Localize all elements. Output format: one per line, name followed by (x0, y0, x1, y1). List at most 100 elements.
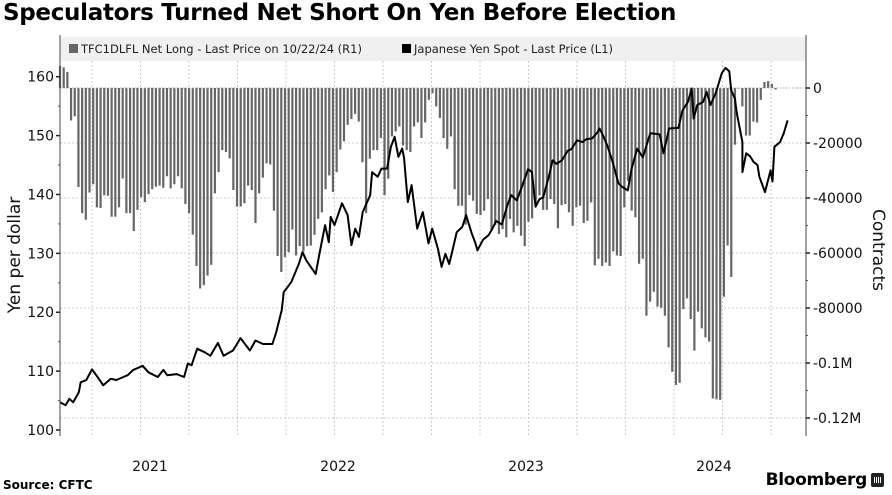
net-long-bar (619, 88, 622, 257)
net-long-bar (176, 88, 180, 177)
net-long-bar (243, 88, 246, 204)
net-long-bar (501, 88, 504, 230)
net-long-bar (637, 88, 641, 264)
net-long-bar (125, 88, 128, 214)
net-long-bar (512, 88, 515, 233)
legend-background (61, 37, 806, 61)
net-long-bar (202, 88, 205, 286)
net-long-bar (88, 88, 91, 193)
net-long-bar (704, 88, 707, 338)
net-long-bar (427, 88, 430, 100)
net-long-bar (158, 88, 161, 186)
net-long-bar (763, 81, 766, 88)
net-long-bar (626, 88, 630, 181)
x-axis-tick-label: 2022 (320, 459, 356, 475)
net-long-bar (708, 88, 711, 342)
net-long-bar (221, 88, 224, 151)
net-long-bar (398, 88, 401, 127)
net-long-bar (774, 88, 777, 90)
net-long-bar (494, 88, 497, 225)
left-axis-tick-label: 130 (27, 246, 54, 262)
net-long-bar (235, 88, 239, 207)
net-long-bar (269, 88, 272, 165)
net-long-bar (608, 88, 611, 266)
net-long-bar (715, 88, 718, 400)
net-long-bar (457, 88, 460, 206)
net-long-bar (258, 88, 261, 194)
net-long-bar (254, 88, 257, 224)
net-long-bar (755, 88, 759, 123)
net-long-bar (247, 88, 250, 186)
legend-label-net-long: TFC1DLFL Net Long - Last Price on 10/22/… (80, 42, 362, 56)
net-long-bar (313, 88, 316, 235)
net-long-bar (99, 88, 102, 208)
net-long-bar (81, 88, 84, 214)
net-long-bar (505, 88, 508, 238)
source-note: Source: CFTC (3, 478, 93, 492)
net-long-bar (656, 88, 659, 307)
net-long-bar (302, 88, 305, 252)
right-axis-tick-label: -60000 (813, 246, 863, 262)
net-long-bar (685, 88, 689, 299)
x-axis-tick-label: 2023 (508, 459, 544, 475)
net-long-bar (140, 88, 143, 198)
net-long-bar (560, 88, 563, 206)
net-long-bar (77, 88, 80, 187)
net-long-bar (180, 88, 183, 189)
net-long-bar (475, 88, 478, 214)
left-axis-tick-label: 140 (27, 187, 54, 203)
right-axis-tick-label: -0.12M (813, 411, 861, 427)
net-long-bar (678, 88, 681, 383)
net-long-bar (649, 88, 652, 302)
net-long-bar (62, 67, 65, 88)
net-long-bar (95, 88, 98, 208)
legend: TFC1DLFL Net Long - Last Price on 10/22/… (61, 37, 806, 61)
net-long-bar (376, 88, 379, 151)
net-long-bar (582, 88, 585, 224)
net-long-bar (449, 88, 453, 137)
net-long-bar (232, 88, 235, 191)
net-long-bar (353, 88, 357, 114)
net-long-bar (741, 88, 744, 107)
bloomberg-chart-icon (871, 473, 884, 487)
net-long-bar (604, 88, 607, 263)
right-axis-tick-label: -80000 (813, 301, 863, 317)
net-long-bar (162, 88, 165, 188)
net-long-bar (464, 88, 467, 225)
net-long-bar (191, 88, 194, 235)
net-long-bar (298, 88, 301, 247)
yen-spot-line (59, 66, 789, 407)
right-axis-tick-label: -20000 (813, 136, 863, 152)
net-long-bar (328, 88, 331, 176)
net-long-bar (435, 88, 438, 107)
net-long-bar (357, 88, 360, 122)
net-long-bar (726, 88, 729, 246)
net-long-bar (239, 88, 242, 207)
net-long-bar (623, 88, 626, 208)
net-long-bar (601, 88, 604, 266)
net-long-bar (564, 88, 567, 205)
net-long-bar (770, 83, 773, 88)
net-long-bar (394, 88, 397, 132)
legend-label-yen-spot: Japanese Yen Spot - Last Price (L1) (413, 42, 613, 56)
net-long-bar (213, 88, 217, 194)
net-long-bar (586, 88, 589, 221)
net-long-bar (542, 88, 545, 210)
net-long-bar (663, 88, 666, 316)
x-axis-tick-label: 2021 (132, 459, 168, 475)
net-long-bar (468, 88, 471, 196)
net-long-bar (339, 88, 342, 150)
net-long-bar (379, 88, 382, 139)
net-long-bar (527, 88, 530, 222)
net-long-bar (128, 88, 132, 214)
net-long-bar (309, 88, 312, 246)
net-long-bar (442, 88, 445, 139)
net-long-bar (92, 88, 95, 185)
net-long-bar (431, 88, 434, 94)
net-long-bar (250, 88, 253, 191)
net-long-bar (184, 88, 187, 205)
net-long-bar (575, 88, 578, 208)
net-long-bar (693, 88, 696, 351)
net-long-bar (276, 88, 279, 257)
